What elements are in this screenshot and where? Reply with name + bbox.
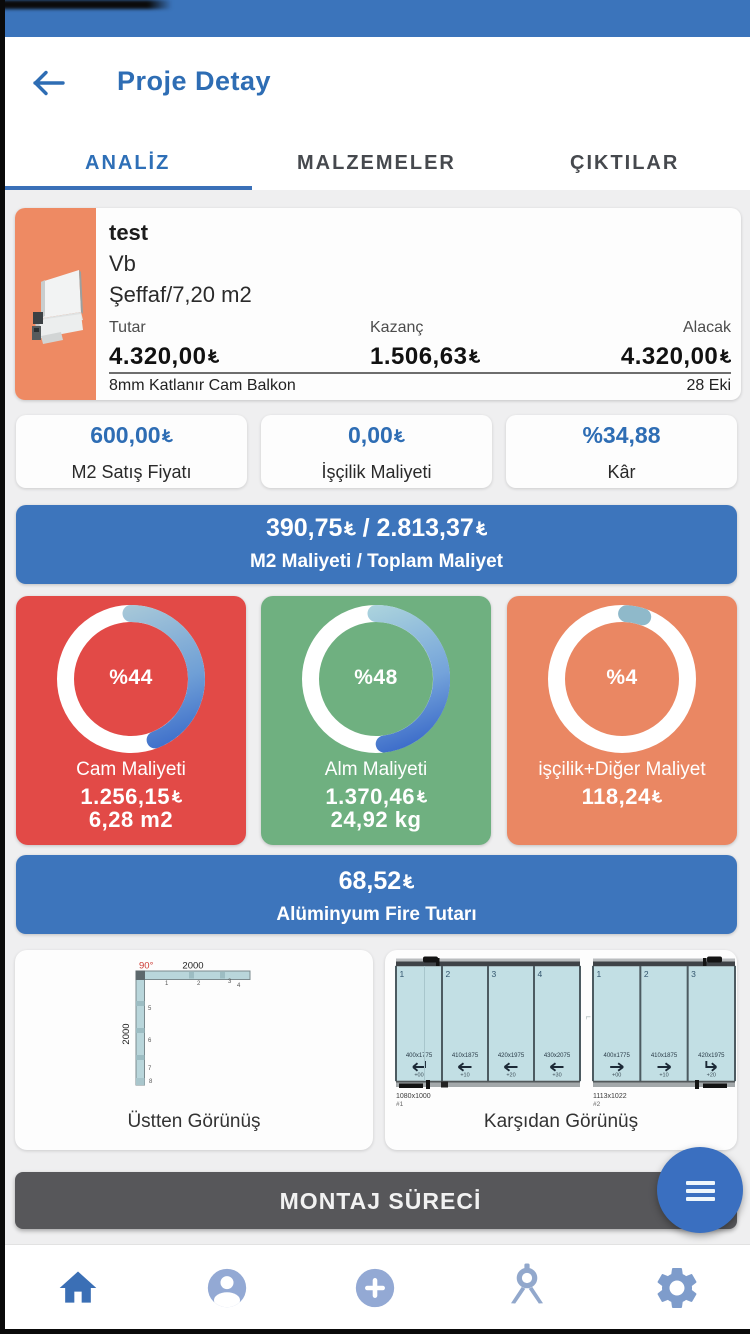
svg-text:5: 5 (148, 1006, 152, 1012)
svg-text:1080x1000: 1080x1000 (396, 1093, 431, 1100)
svg-text:4: 4 (538, 969, 543, 979)
svg-text:410x1875: 410x1875 (651, 1053, 678, 1059)
svg-text:2: 2 (446, 969, 451, 979)
svg-text:+00: +00 (414, 1073, 423, 1079)
svg-text:+20: +20 (506, 1073, 515, 1079)
svg-text:8: 8 (149, 1079, 153, 1085)
svg-text:4: 4 (237, 983, 241, 989)
svg-text:#2: #2 (593, 1101, 601, 1108)
svg-text:6: 6 (148, 1038, 152, 1044)
svg-text:7: 7 (148, 1066, 152, 1072)
svg-text:2000: 2000 (121, 1023, 132, 1044)
svg-text:1: 1 (165, 981, 169, 987)
svg-text:3: 3 (691, 969, 696, 979)
svg-text:3: 3 (228, 979, 232, 985)
svg-text:400x1775: 400x1775 (603, 1053, 630, 1059)
svg-text:410x1875: 410x1875 (452, 1053, 479, 1059)
svg-text:400x1775: 400x1775 (406, 1053, 433, 1059)
svg-text:+20: +20 (707, 1073, 716, 1079)
svg-text:2: 2 (197, 981, 201, 987)
svg-text:L: L (584, 1016, 591, 1020)
svg-text:1: 1 (400, 969, 405, 979)
svg-text:2: 2 (644, 969, 649, 979)
svg-text:+30: +30 (552, 1073, 561, 1079)
svg-text:90°: 90° (139, 961, 154, 972)
svg-text:420x1975: 420x1975 (698, 1053, 725, 1059)
svg-text:420x1975: 420x1975 (498, 1053, 525, 1059)
svg-text:1: 1 (597, 969, 602, 979)
svg-text:+00: +00 (612, 1073, 621, 1079)
svg-text:+10: +10 (659, 1073, 668, 1079)
svg-text:2000: 2000 (182, 961, 203, 972)
svg-text:1113x1022: 1113x1022 (593, 1093, 627, 1100)
svg-text:+10: +10 (460, 1073, 469, 1079)
svg-text:430x2075: 430x2075 (544, 1053, 571, 1059)
svg-text:#1: #1 (396, 1101, 404, 1108)
svg-text:3: 3 (492, 969, 497, 979)
